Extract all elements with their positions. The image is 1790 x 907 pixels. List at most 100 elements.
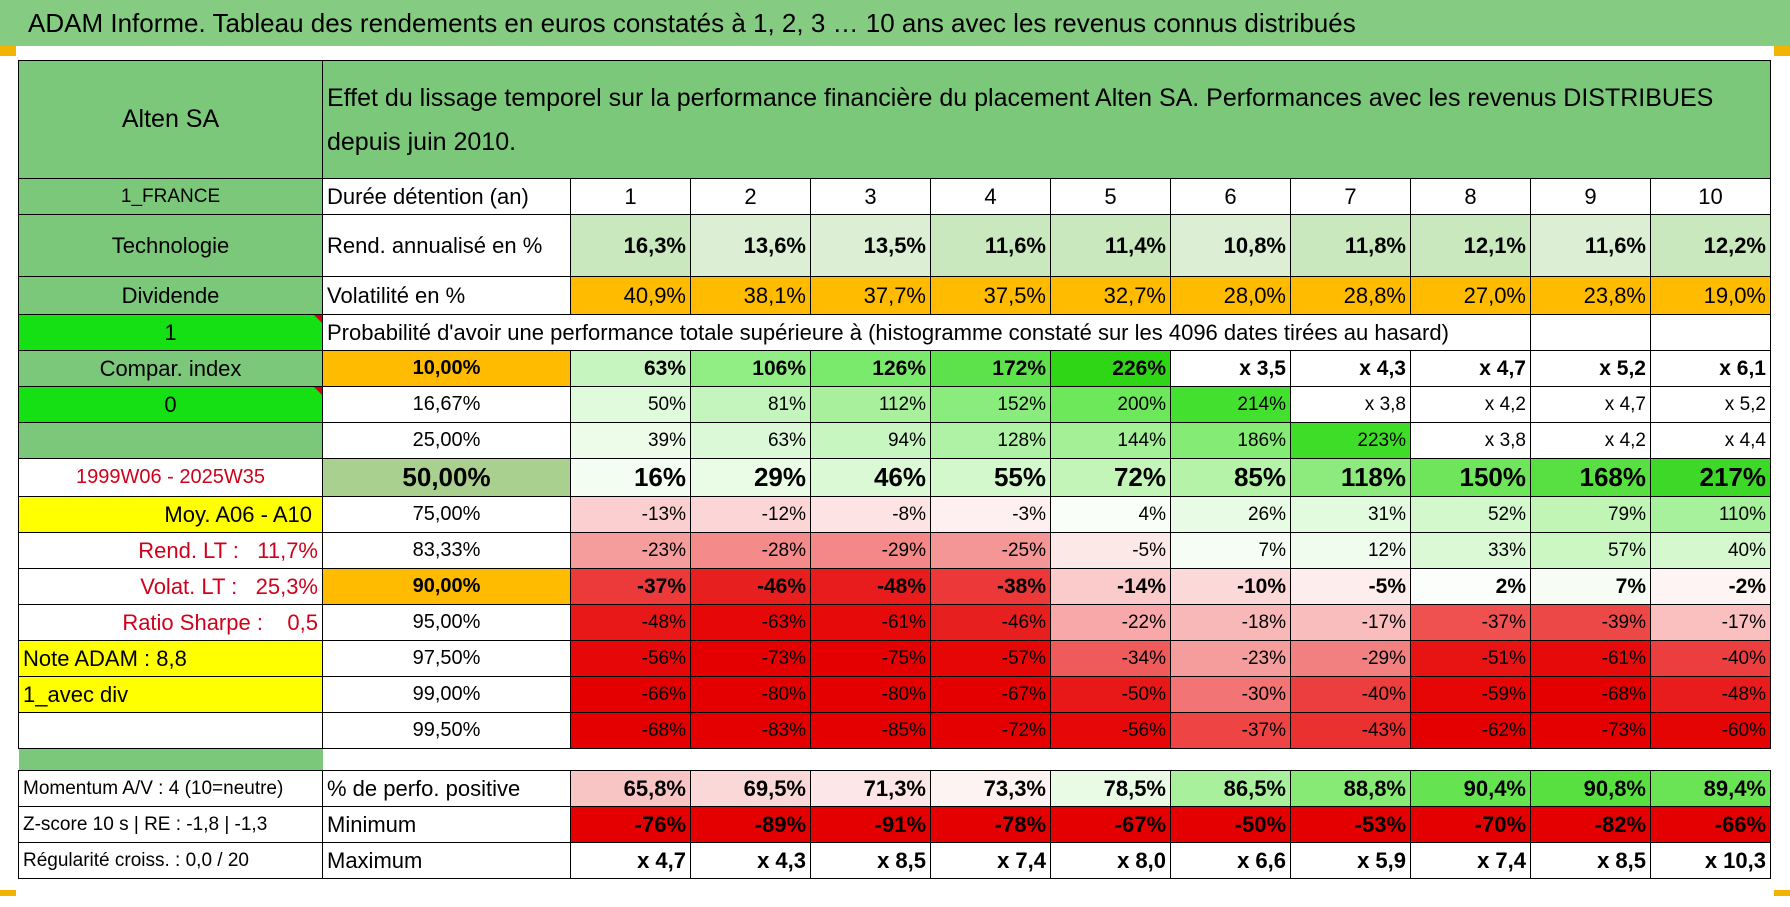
report-header: ADAM Informe. Tableau des rendements en … [0,0,1790,46]
percentile-value: -73% [1530,712,1651,749]
percentile-value: -29% [1290,640,1411,677]
percentile-value: -68% [1530,676,1651,713]
momentum-label: Momentum A/V : 4 (10=neutre) [18,770,323,807]
minimum-cell: -66% [1650,806,1771,843]
fund-name: Alten SA [18,60,323,179]
percentile-value: -18% [1170,604,1291,641]
percentile-value: x 4,7 [1410,350,1531,387]
with-dividend: 1_avec div [18,676,323,713]
rend-cell: 16,3% [570,214,691,277]
percentile-value: -2% [1650,568,1771,605]
positive-label: % de perfo. positive [322,770,571,807]
minimum-cell: -78% [930,806,1051,843]
zscore-label: Z-score 10 s | RE : -1,8 | -1,3 [18,806,323,843]
period-label: 1999W06 - 2025W35 [18,458,323,497]
proba-label: Probabilité d'avoir une performance tota… [322,314,1531,351]
percentile-value: -37% [1170,712,1291,749]
percentile-label: 97,50% [322,640,571,677]
year-header: 6 [1170,178,1291,215]
percentile-value: -48% [1650,676,1771,713]
percentile-value: -67% [930,676,1051,713]
percentile-value: 33% [1410,532,1531,569]
percentile-value: 186% [1170,422,1291,459]
percentile-value: -59% [1410,676,1531,713]
percentile-value: -3% [930,496,1051,533]
rend-cell: 13,6% [690,214,811,277]
percentile-value: 94% [810,422,931,459]
rend-cell: 11,8% [1290,214,1411,277]
percentile-label: 25,00% [322,422,571,459]
rend-label: Rend. annualisé en % [322,214,571,277]
percentile-value: 152% [930,386,1051,423]
rend-cell: 10,8% [1170,214,1291,277]
percentile-value: -34% [1050,640,1171,677]
maximum-cell: x 4,3 [690,842,811,879]
percentile-value: -48% [810,568,931,605]
percentile-value: 144% [1050,422,1171,459]
maximum-cell: x 7,4 [930,842,1051,879]
vol-cell: 19,0% [1650,276,1771,315]
rend-lt: Rend. LT : 11,7% [18,532,323,569]
percentile-value: -83% [690,712,811,749]
percentile-value: x 3,5 [1170,350,1291,387]
minimum-cell: -91% [810,806,931,843]
percentile-value: x 5,2 [1650,386,1771,423]
percentile-value: -63% [690,604,811,641]
percentile-value: 2% [1410,568,1531,605]
percentile-value: -13% [570,496,691,533]
percentile-value: -46% [690,568,811,605]
maximum-label: Maximum [322,842,571,879]
percentile-value: -68% [570,712,691,749]
percentile-value: x 3,8 [1290,386,1411,423]
percentile-value: -66% [570,676,691,713]
param-one: 1 [18,314,323,351]
percentile-value: -39% [1530,604,1651,641]
positive-cell: 73,3% [930,770,1051,807]
percentile-value: 106% [690,350,811,387]
average-label: Moy. A06 - A10 [18,496,323,533]
year-header: 4 [930,178,1051,215]
percentile-value: -72% [930,712,1051,749]
percentile-label: 75,00% [322,496,571,533]
vol-label: Volatilité en % [322,276,571,315]
positive-cell: 90,8% [1530,770,1651,807]
percentile-value: -8% [810,496,931,533]
positive-cell: 71,3% [810,770,931,807]
percentile-label: 95,00% [322,604,571,641]
report-title: ADAM Informe. Tableau des rendements en … [28,8,1356,38]
percentile-label: 10,00% [322,350,571,387]
adam-note: Note ADAM : 8,8 [18,640,323,677]
percentile-value: -38% [930,568,1051,605]
vol-cell: 37,5% [930,276,1051,315]
percentile-value: -37% [1410,604,1531,641]
percentile-value: 57% [1530,532,1651,569]
empty-cell [18,712,323,749]
year-header: 1 [570,178,691,215]
corner-marker-right [1774,46,1790,56]
percentile-value: -61% [810,604,931,641]
percentile-value: -23% [570,532,691,569]
percentile-value: 81% [690,386,811,423]
percentile-value: 63% [690,422,811,459]
percentile-value: 55% [930,458,1051,497]
percentile-value: 85% [1170,458,1291,497]
empty-cell [1530,314,1651,351]
percentile-value: -28% [690,532,811,569]
percentile-label: 90,00% [322,568,571,605]
year-header: 9 [1530,178,1651,215]
percentile-value: 79% [1530,496,1651,533]
percentile-value: 214% [1170,386,1291,423]
type-label: Dividende [18,276,323,315]
corner-marker-left [0,46,16,56]
percentile-value: x 4,2 [1410,386,1531,423]
vol-cell: 40,9% [570,276,691,315]
volat-lt: Volat. LT : 25,3% [18,568,323,605]
percentile-value: -14% [1050,568,1171,605]
percentile-value: -17% [1290,604,1411,641]
maximum-cell: x 8,5 [1530,842,1651,879]
compar-index-label: Compar. index [18,350,323,387]
year-header: 3 [810,178,931,215]
percentile-value: 112% [810,386,931,423]
percentile-value: -51% [1410,640,1531,677]
percentile-value: -5% [1050,532,1171,569]
